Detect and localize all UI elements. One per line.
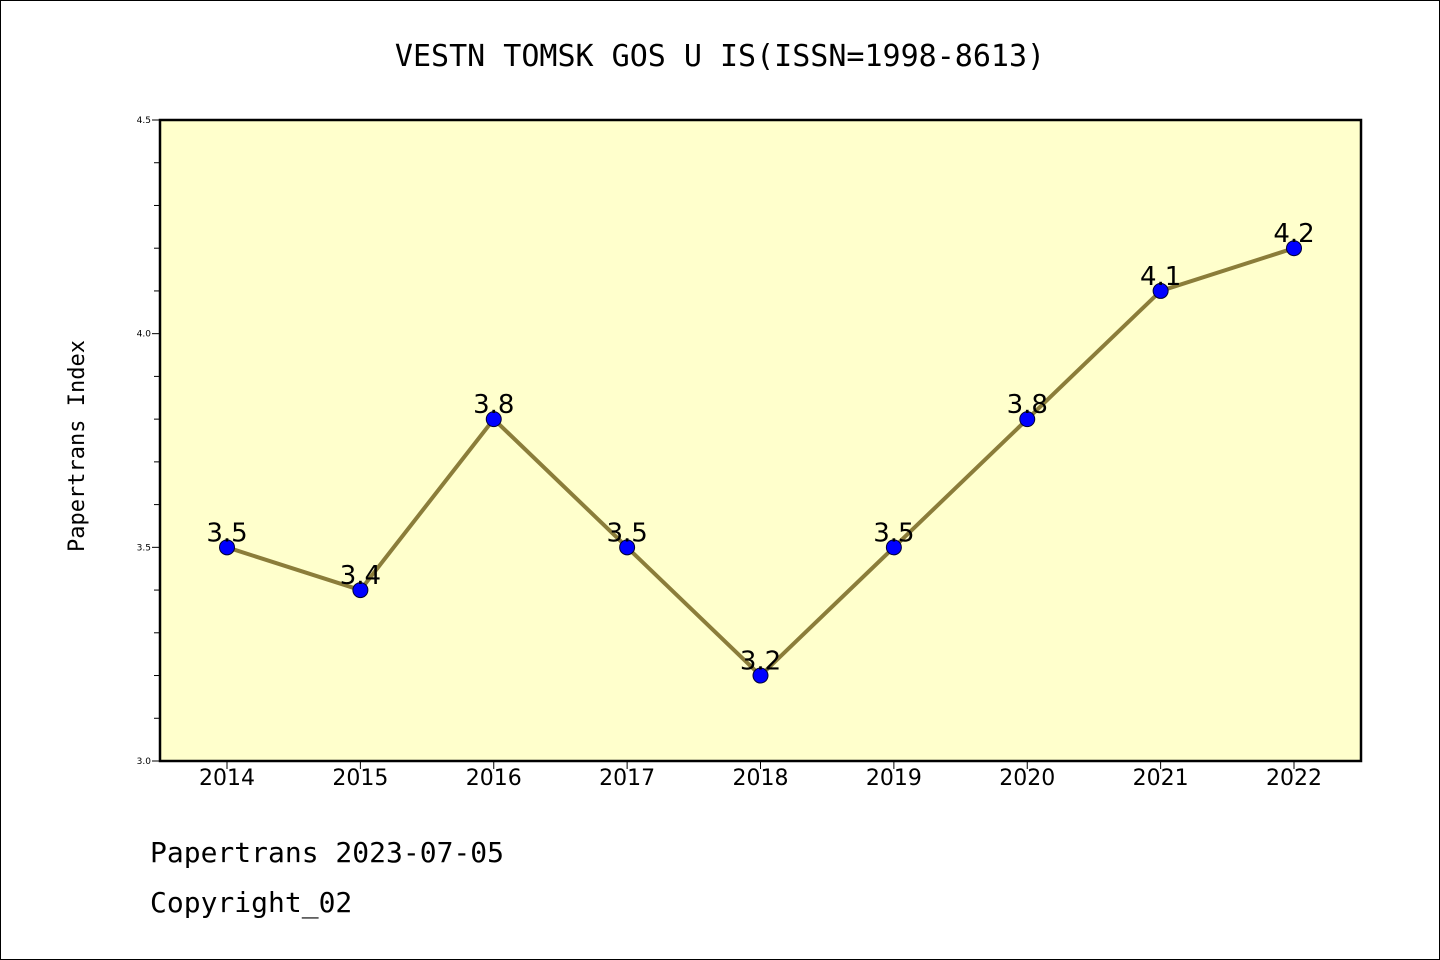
data-point [1152,282,1169,299]
x-axis: 2014 2015 2016 2017 2018 2019 2020 2021 2022 [199,761,1322,791]
chart-title: VESTN TOMSK GOS U IS(ISSN=1998-8613) [395,39,1045,74]
plot-border [158,118,1363,763]
x-tick-label: 2015 [332,766,388,791]
data-labels: 3.5 3.4 3.8 3.5 3.2 3.5 3.8 4.1 4.2 [206,219,1314,676]
footer-date: Papertrans 2023-07-05 [150,836,505,869]
data-point [485,411,502,428]
data-label: 3.5 [606,518,647,548]
footer-copyright: Copyright_02 [150,886,353,919]
data-point [352,582,369,599]
data-point [619,539,636,556]
data-points [219,240,1302,684]
x-tick-label: 2017 [599,766,655,791]
data-label: 3.8 [473,390,514,420]
x-tick-label: 2019 [866,766,922,791]
data-label: 3.5 [206,518,247,548]
x-tick-label: 2021 [1133,766,1189,791]
x-tick-label: 2020 [999,766,1055,791]
data-label: 3.5 [873,518,914,548]
data-point [1286,240,1302,257]
data-point [219,539,235,556]
data-label: 4.2 [1273,219,1314,249]
y-tick-label: 4.5 [137,116,151,126]
data-point [1019,411,1036,428]
y-tick-label: 3.0 [137,757,152,767]
data-label: 4.1 [1140,262,1181,292]
y-axis: 3.0 3.5 4.0 4.5 [137,116,160,767]
data-point [752,667,769,684]
data-label: 3.4 [340,561,381,591]
data-label: 3.2 [740,647,781,677]
data-point [885,539,902,556]
y-axis-label: Papertrans Index [65,340,90,552]
x-tick-label: 2022 [1266,766,1322,791]
x-tick-label: 2016 [466,766,522,791]
x-tick-label: 2018 [733,766,789,791]
data-label: 3.8 [1007,390,1048,420]
plot-area [160,120,1361,761]
y-tick-label: 3.5 [137,543,151,553]
x-tick-label: 2014 [199,766,255,791]
y-tick-label: 4.0 [137,330,152,340]
